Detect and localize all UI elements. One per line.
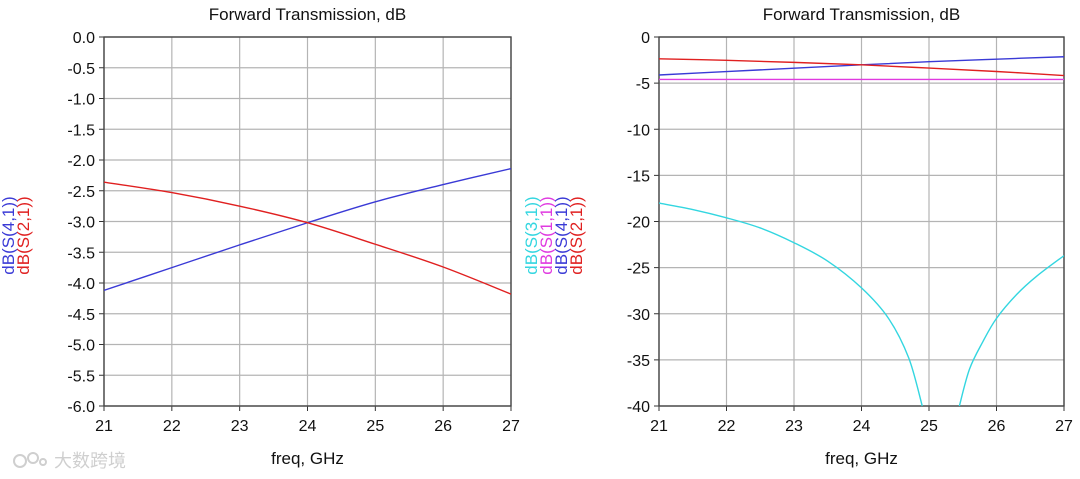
plot-frame bbox=[103, 36, 512, 407]
watermark: 大数跨境 bbox=[12, 447, 126, 473]
y-tick-label: 0.0 bbox=[73, 30, 95, 47]
chart-2: Forward Transmission, dB 21 22 23 24 25 26 27 0 -… bbox=[522, 5, 1073, 468]
x-tick-label: 27 bbox=[1055, 418, 1073, 435]
x-tick-label: 23 bbox=[785, 418, 803, 435]
x-tick-label: 21 bbox=[650, 418, 668, 435]
y-tick-label: -40 bbox=[627, 399, 650, 416]
x-tick-label: 26 bbox=[434, 418, 452, 435]
x-tick-label: 24 bbox=[853, 418, 871, 435]
chart-title: Forward Transmission, dB bbox=[763, 5, 960, 24]
y-tick-label: -2.0 bbox=[67, 153, 95, 170]
y-tick-label: -10 bbox=[627, 122, 650, 139]
x-tick-label: 26 bbox=[988, 418, 1006, 435]
series-line-db-s-2-1 bbox=[659, 58, 1064, 77]
y-tick-label: -25 bbox=[627, 261, 650, 278]
chart-title: Forward Transmission, dB bbox=[209, 5, 406, 24]
series-line-db-s-2-1 bbox=[104, 181, 511, 295]
x-tick-label: 23 bbox=[231, 418, 249, 435]
x-tick-label: 27 bbox=[502, 418, 520, 435]
y-tick-label: -0.5 bbox=[67, 61, 95, 78]
y-axis-label: dB(S(2,1)) bbox=[567, 196, 586, 274]
series-line-db-s-3-1 bbox=[958, 255, 1064, 407]
y-tick-label: -15 bbox=[627, 168, 650, 185]
y-axis-label: dB(S(4,1)) bbox=[0, 196, 18, 274]
x-axis-label: freq, GHz bbox=[271, 449, 344, 468]
y-axis-label: dB(S(4,1)) bbox=[552, 196, 571, 274]
y-tick-label: -3.5 bbox=[67, 245, 95, 262]
y-axis-label: dB(S(1,1)) bbox=[537, 196, 556, 274]
y-tick-label: -4.0 bbox=[67, 276, 95, 293]
y-tick-label: -5 bbox=[636, 76, 650, 93]
watermark-text: 大数跨境 bbox=[54, 451, 126, 472]
x-tick-label: 22 bbox=[163, 418, 181, 435]
x-tick-label: 25 bbox=[920, 418, 938, 435]
y-axis-label: dB(S(3,1)) bbox=[522, 196, 541, 274]
x-tick-label: 22 bbox=[718, 418, 736, 435]
x-tick-label: 24 bbox=[299, 418, 317, 435]
y-tick-label: -5.5 bbox=[67, 368, 95, 385]
y-tick-label: -20 bbox=[627, 215, 650, 232]
chart-1: Forward Transmission, dB 21 22 23 24 25 26 27 0.… bbox=[0, 5, 520, 468]
y-tick-label: -35 bbox=[627, 353, 650, 370]
x-tick-label: 21 bbox=[95, 418, 113, 435]
x-tick-label: 25 bbox=[366, 418, 384, 435]
y-tick-label: -2.5 bbox=[67, 184, 95, 201]
y-tick-label: -5.0 bbox=[67, 338, 95, 355]
y-tick-label: -1.0 bbox=[67, 92, 95, 109]
watermark-logo-icon bbox=[13, 452, 47, 468]
x-axis-label: freq, GHz bbox=[825, 449, 898, 468]
y-tick-label: -6.0 bbox=[67, 399, 95, 416]
y-tick-label: 0 bbox=[641, 30, 650, 47]
y-tick-label: -1.5 bbox=[67, 122, 95, 139]
series-line-db-s-3-1 bbox=[659, 202, 923, 407]
y-tick-label: -4.5 bbox=[67, 307, 95, 324]
y-axis-label: dB(S(2,1)) bbox=[14, 196, 33, 274]
plot-frame bbox=[658, 36, 1065, 407]
y-tick-label: -30 bbox=[627, 307, 650, 324]
y-tick-label: -3.0 bbox=[67, 215, 95, 232]
